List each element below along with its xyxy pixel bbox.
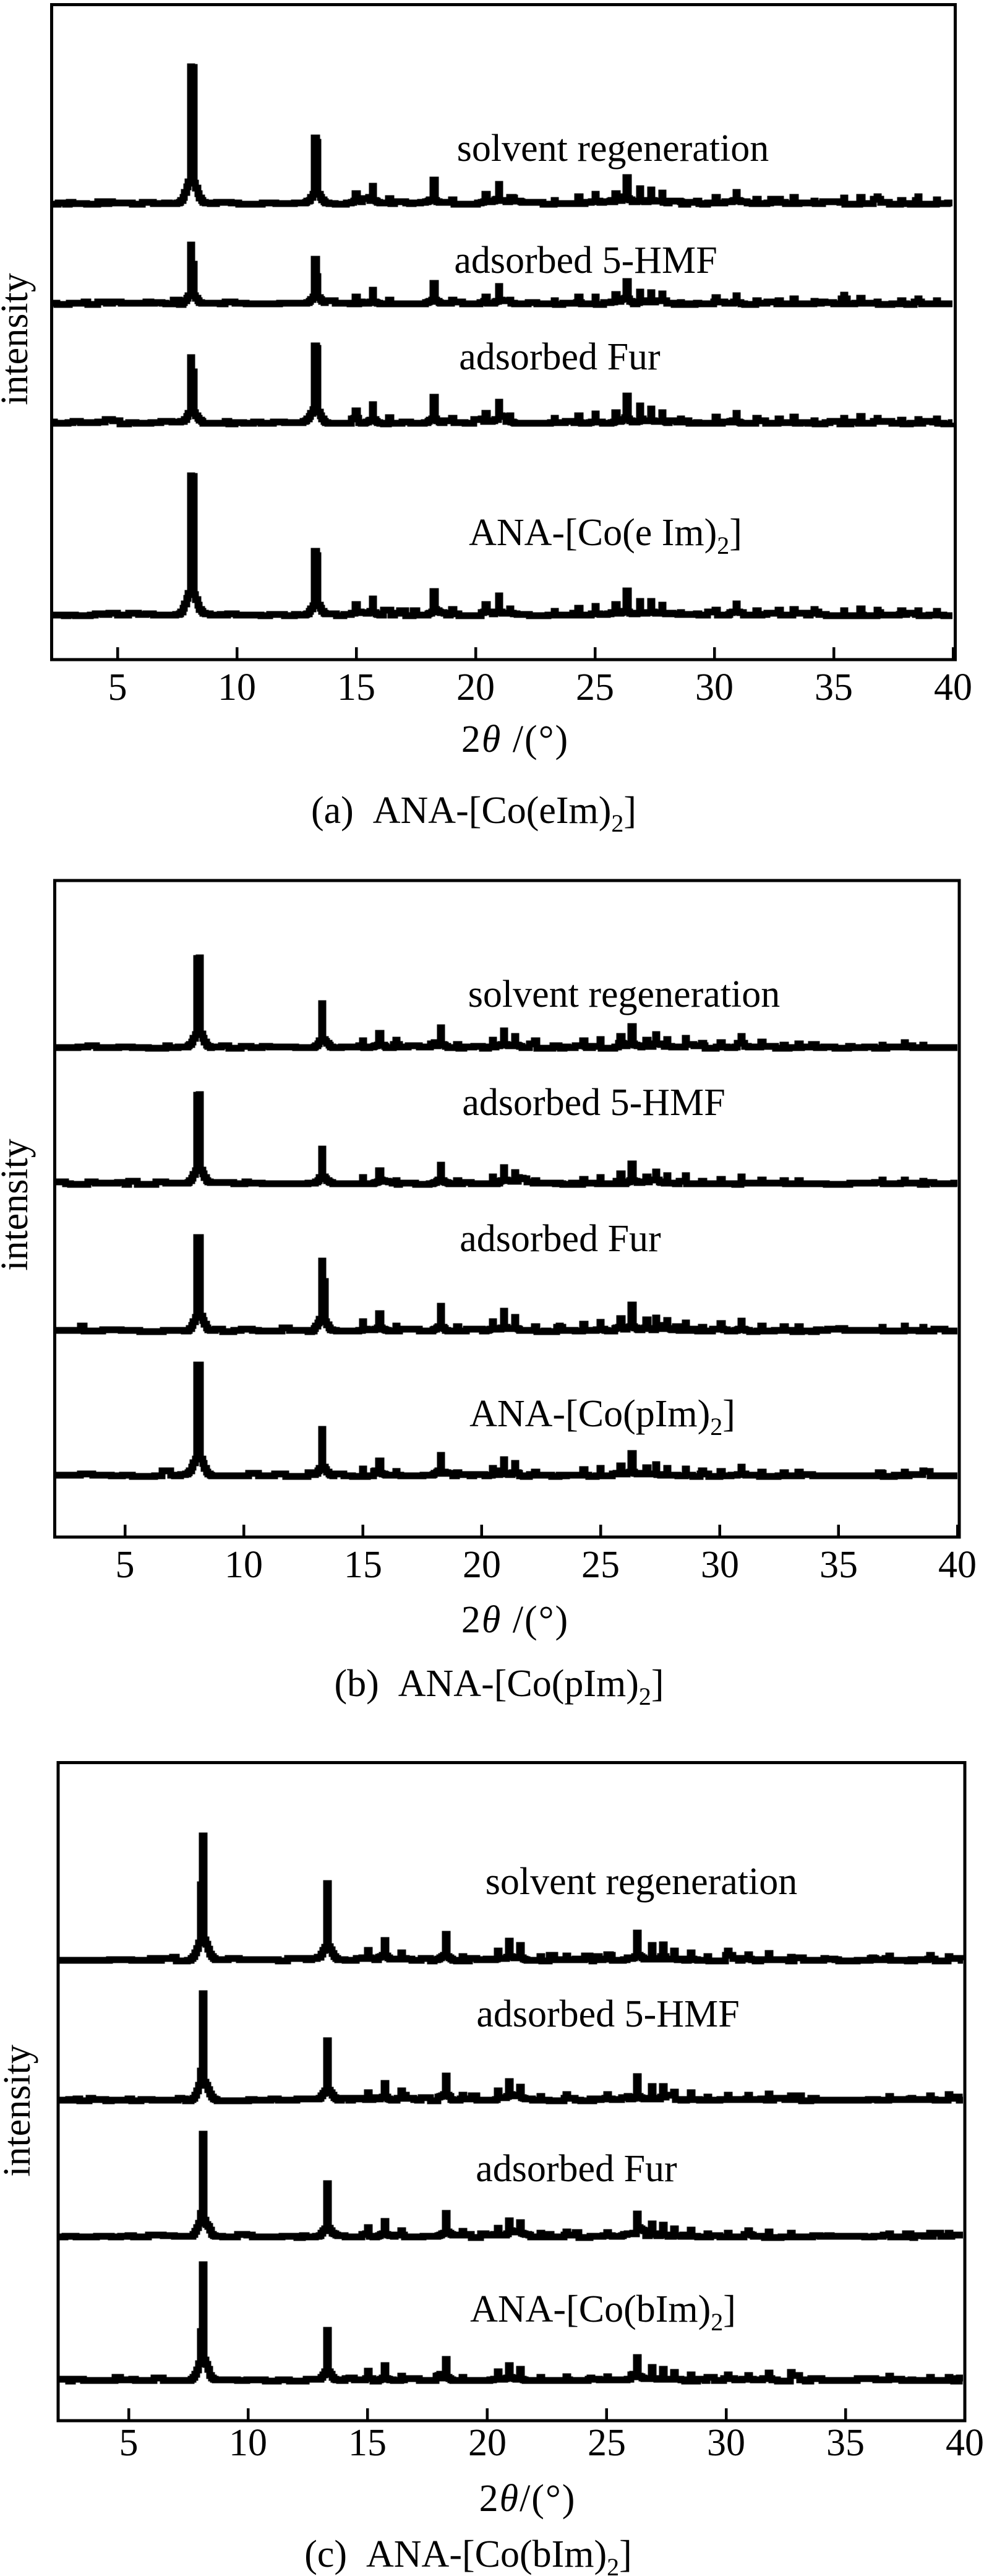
svg-text:2θ /(°): 2θ /(°) [461,718,569,760]
svg-text:10: 10 [229,2422,267,2464]
svg-text:adsorbed Fur: adsorbed Fur [476,2148,677,2190]
svg-text:10: 10 [218,666,256,709]
svg-text:20: 20 [468,2422,507,2464]
svg-text:40: 40 [938,1544,977,1586]
svg-text:2θ /(°): 2θ /(°) [461,1599,569,1641]
svg-text:solvent regeneration: solvent regeneration [486,1861,797,1903]
svg-text:5: 5 [119,2422,139,2464]
svg-text:40: 40 [946,2422,984,2464]
svg-text:15: 15 [344,1544,382,1586]
svg-text:intensity: intensity [0,273,36,405]
svg-text:adsorbed 5-HMF: adsorbed 5-HMF [476,1993,739,2035]
svg-text:30: 30 [695,666,734,709]
svg-text:adsorbed Fur: adsorbed Fur [460,1218,661,1260]
svg-text:2θ/(°): 2θ/(°) [479,2478,576,2520]
svg-text:30: 30 [707,2422,745,2464]
svg-text:5: 5 [116,1544,135,1586]
svg-text:adsorbed Fur: adsorbed Fur [459,336,661,378]
svg-text:35: 35 [826,2422,865,2464]
svg-text:25: 25 [588,2422,626,2464]
svg-text:25: 25 [576,666,614,709]
svg-text:35: 35 [815,666,853,709]
svg-text:30: 30 [701,1544,739,1586]
svg-text:ANA-[Co(pIm)2]: ANA-[Co(pIm)2] [469,1393,735,1441]
svg-text:25: 25 [581,1544,620,1586]
svg-text:ANA-[Co(bIm)2]: ANA-[Co(bIm)2] [470,2288,736,2336]
svg-text:5: 5 [108,666,127,709]
svg-text:adsorbed 5-HMF: adsorbed 5-HMF [454,239,717,282]
svg-text:intensity: intensity [0,1139,36,1271]
svg-text:15: 15 [337,666,375,709]
svg-text:10: 10 [225,1544,263,1586]
svg-text:40: 40 [934,666,972,709]
svg-text:(a) ANA-[Co(eIm)2]: (a) ANA-[Co(eIm)2] [311,790,636,837]
svg-text:solvent regeneration: solvent regeneration [457,127,769,170]
svg-text:20: 20 [456,666,495,709]
svg-text:20: 20 [463,1544,501,1586]
svg-text:15: 15 [348,2422,387,2464]
svg-text:solvent regeneration: solvent regeneration [468,973,780,1015]
svg-text:adsorbed 5-HMF: adsorbed 5-HMF [462,1082,725,1124]
svg-text:35: 35 [819,1544,858,1586]
svg-text:intensity: intensity [0,2044,38,2177]
svg-text:(c) ANA-[Co(bIm)2]: (c) ANA-[Co(bIm)2] [304,2533,632,2576]
svg-text:(b) ANA-[Co(pIm)2]: (b) ANA-[Co(pIm)2] [334,1663,664,1710]
svg-text:ANA-[Co(e Im)2]: ANA-[Co(e Im)2] [469,512,742,559]
